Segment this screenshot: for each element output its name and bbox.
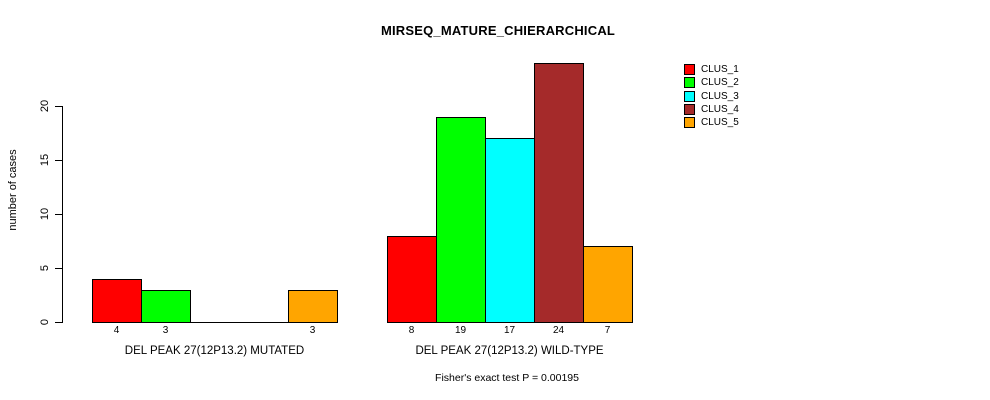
- bar-value-label: 7: [604, 325, 611, 336]
- bar-value-label: 19: [454, 325, 467, 336]
- bar-clus_4: [534, 63, 584, 323]
- legend-swatch-clus_2: [684, 77, 695, 89]
- legend-label: CLUS_1: [701, 64, 739, 76]
- bar-clus_2: [436, 117, 486, 323]
- legend-item: CLUS_1: [684, 63, 739, 76]
- y-tick-mark: [55, 268, 62, 269]
- legend-swatch-clus_5: [684, 117, 695, 129]
- group-baseline: [92, 322, 338, 323]
- bar-value-label: 4: [113, 325, 120, 336]
- bar-value-label: 3: [162, 325, 169, 336]
- y-tick-label: 10: [39, 207, 51, 221]
- bar-value-label: 3: [309, 325, 316, 336]
- bar-value-label: 8: [408, 325, 415, 336]
- chart-title: MIRSEQ_MATURE_CHIERARCHICAL: [380, 23, 616, 38]
- legend-item: CLUS_2: [684, 76, 739, 89]
- legend-item: CLUS_3: [684, 90, 739, 103]
- y-axis-label: number of cases: [7, 149, 19, 231]
- legend-item: CLUS_5: [684, 116, 739, 129]
- y-tick-mark: [55, 214, 62, 215]
- legend: CLUS_1 CLUS_2 CLUS_3 CLUS_4 CLUS_5: [684, 63, 739, 129]
- legend-label: CLUS_2: [701, 77, 739, 89]
- y-tick-mark: [55, 322, 62, 323]
- bar-value-label: 24: [552, 325, 565, 336]
- x-group-label: DEL PEAK 27(12P13.2) MUTATED: [124, 345, 305, 357]
- y-tick-mark: [55, 160, 62, 161]
- legend-label: CLUS_4: [701, 104, 739, 116]
- bar-clus_1: [387, 236, 437, 323]
- bar-value-label: 17: [503, 325, 516, 336]
- legend-swatch-clus_1: [684, 64, 695, 76]
- bar-clus_3: [485, 138, 535, 323]
- bar-clus_5: [583, 246, 633, 323]
- bar-clus_5: [288, 290, 338, 323]
- legend-label: CLUS_5: [701, 117, 739, 129]
- y-tick-label: 15: [39, 153, 51, 167]
- y-tick-mark: [55, 106, 62, 107]
- legend-item: CLUS_4: [684, 103, 739, 116]
- y-tick-label: 0: [39, 318, 51, 326]
- legend-swatch-clus_4: [684, 104, 695, 116]
- bar-clus_2: [141, 290, 191, 323]
- fisher-test-annotation: Fisher's exact test P = 0.00195: [435, 372, 579, 384]
- legend-swatch-clus_3: [684, 90, 695, 102]
- legend-label: CLUS_3: [701, 90, 739, 102]
- y-axis-line: [62, 106, 63, 323]
- bar-clus_1: [92, 279, 142, 323]
- y-tick-label: 5: [39, 264, 51, 272]
- y-tick-label: 20: [39, 99, 51, 113]
- x-group-label: DEL PEAK 27(12P13.2) WILD-TYPE: [415, 345, 604, 357]
